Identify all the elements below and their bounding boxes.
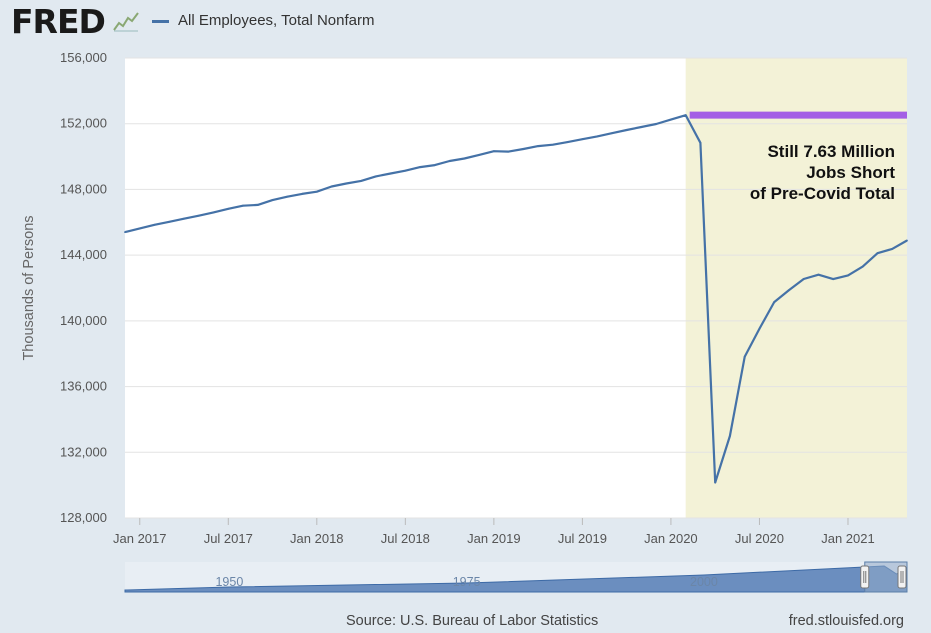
data-point[interactable] <box>153 223 156 226</box>
y-tick-label: 156,000 <box>60 50 107 65</box>
data-point[interactable] <box>227 207 230 210</box>
data-point[interactable] <box>271 199 274 202</box>
data-point[interactable] <box>596 135 599 138</box>
y-tick-label: 148,000 <box>60 181 107 196</box>
x-tick-label: Jul 2018 <box>381 531 430 546</box>
data-point[interactable] <box>345 182 348 185</box>
data-point[interactable] <box>492 150 495 153</box>
data-point[interactable] <box>242 204 244 207</box>
data-point[interactable] <box>537 145 540 147</box>
source-note: Source: U.S. Bureau of Labor Statistics <box>346 613 599 629</box>
data-point[interactable] <box>301 192 303 195</box>
data-point[interactable] <box>124 231 126 234</box>
data-point[interactable] <box>197 214 200 217</box>
data-point[interactable] <box>360 179 362 182</box>
navigator-year-label: 2000 <box>690 575 718 589</box>
data-point[interactable] <box>861 265 864 268</box>
data-point[interactable] <box>743 355 746 358</box>
annotation-line-3: of Pre-Covid Total <box>750 184 895 203</box>
y-tick-label: 136,000 <box>60 379 107 394</box>
data-point[interactable] <box>138 227 141 230</box>
x-tick-label: Jul 2019 <box>558 531 607 546</box>
data-point[interactable] <box>640 126 643 128</box>
x-tick-label: Jul 2017 <box>204 531 253 546</box>
data-point[interactable] <box>551 143 554 146</box>
data-point[interactable] <box>817 273 820 276</box>
data-point[interactable] <box>389 172 392 175</box>
data-point[interactable] <box>832 278 835 281</box>
navigator-handle-right[interactable] <box>897 565 907 589</box>
fred-logo[interactable]: FRED <box>11 2 106 41</box>
data-point[interactable] <box>581 138 584 141</box>
data-point[interactable] <box>655 123 658 125</box>
data-point[interactable] <box>714 481 717 484</box>
data-point[interactable] <box>374 175 377 178</box>
handle-grip[interactable] <box>897 565 907 589</box>
navigator-year-label: 1950 <box>215 575 243 589</box>
handle-grip[interactable] <box>860 565 870 589</box>
data-points <box>124 114 908 484</box>
data-point[interactable] <box>611 132 613 135</box>
data-point[interactable] <box>478 154 481 156</box>
data-point[interactable] <box>876 252 879 255</box>
data-point[interactable] <box>758 327 761 330</box>
data-point[interactable] <box>891 248 894 250</box>
annotation-line-1: Still 7.63 Million <box>767 142 895 161</box>
x-tick-label: Jul 2020 <box>735 531 784 546</box>
data-point[interactable] <box>699 141 702 144</box>
y-axis-ticks: 128,000 132,000 136,000 140,000 144,000 148,0… <box>60 50 107 525</box>
data-point[interactable] <box>256 203 259 206</box>
annotation-line-2: Jobs Short <box>806 163 895 182</box>
gridlines <box>125 57 907 519</box>
line-chart-icon <box>113 10 139 32</box>
data-point[interactable] <box>684 114 687 117</box>
x-tick-label: Jan 2021 <box>821 531 875 546</box>
header: FRED All Employees, Total Nonfarm <box>0 0 931 44</box>
data-point[interactable] <box>788 289 790 292</box>
legend-label: All Employees, Total Nonfarm <box>178 12 375 29</box>
data-point[interactable] <box>286 195 289 198</box>
navigator-year-label: 1975 <box>453 575 481 589</box>
data-point[interactable] <box>448 160 451 162</box>
data-point[interactable] <box>566 141 569 144</box>
data-point[interactable] <box>729 435 731 437</box>
site-link[interactable]: fred.stlouisfed.org <box>788 613 904 629</box>
recession-shading <box>685 58 907 518</box>
chart: 128,000 132,000 136,000 140,000 144,000 148,0… <box>21 50 908 546</box>
y-tick-label: 152,000 <box>60 116 107 131</box>
data-point[interactable] <box>802 278 805 280</box>
x-tick-label: Jan 2018 <box>290 531 344 546</box>
data-point[interactable] <box>463 157 466 160</box>
data-point[interactable] <box>906 239 908 242</box>
y-tick-label: 132,000 <box>60 444 107 459</box>
data-point[interactable] <box>183 217 185 220</box>
data-point[interactable] <box>212 211 215 214</box>
data-point[interactable] <box>847 274 849 277</box>
y-tick-label: 128,000 <box>60 510 107 525</box>
navigator-labels: 1950 1975 2000 <box>215 575 717 589</box>
data-point[interactable] <box>315 190 318 193</box>
series-line[interactable] <box>124 114 908 484</box>
data-point[interactable] <box>507 150 510 153</box>
data-point[interactable] <box>404 169 407 172</box>
y-tick-label: 144,000 <box>60 247 107 262</box>
navigator-handle-left[interactable] <box>860 565 870 589</box>
data-point[interactable] <box>433 164 436 167</box>
x-tick-label: Jan 2017 <box>113 531 167 546</box>
legend-swatch <box>152 20 169 23</box>
data-point[interactable] <box>625 129 628 131</box>
data-point[interactable] <box>522 148 525 150</box>
data-point[interactable] <box>419 166 421 168</box>
data-point[interactable] <box>168 220 171 223</box>
y-tick-label: 140,000 <box>60 313 107 328</box>
y-axis-label: Thousands of Persons <box>21 215 37 360</box>
x-axis-ticks: Jan 2017 Jul 2017 Jan 2018 Jul 2018 Jan 2019… <box>113 518 875 546</box>
x-tick-label: Jan 2020 <box>644 531 698 546</box>
x-tick-label: Jan 2019 <box>467 531 521 546</box>
data-point[interactable] <box>670 118 672 121</box>
navigator[interactable]: 1950 1975 2000 <box>0 0 931 610</box>
data-point[interactable] <box>773 301 776 304</box>
data-point[interactable] <box>330 185 333 188</box>
